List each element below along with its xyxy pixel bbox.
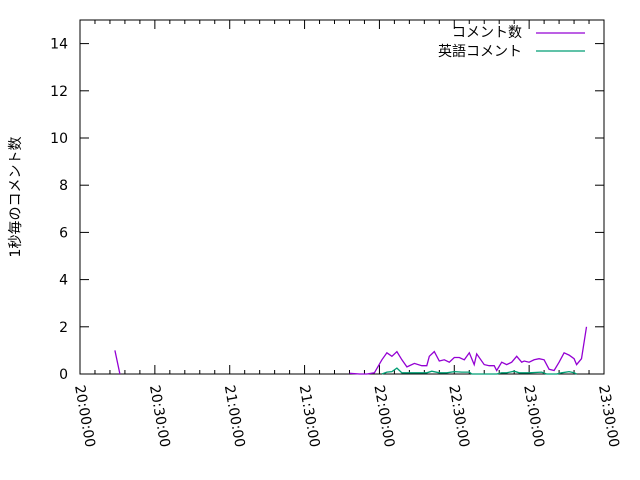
x-tick-label: 20:00:00 <box>71 384 98 449</box>
y-tick-label: 2 <box>59 320 68 336</box>
x-tick-label: 21:00:00 <box>221 384 248 449</box>
x-tick-label: 20:30:00 <box>146 384 173 449</box>
y-tick-label: 8 <box>59 178 68 194</box>
x-tick-label: 22:30:00 <box>445 384 472 449</box>
x-tick-label: 23:00:00 <box>520 384 547 449</box>
y-tick-label: 4 <box>59 273 68 289</box>
series-line-0 <box>114 326 588 375</box>
legend-label-1: 英語コメント <box>438 43 522 60</box>
y-tick-label: 14 <box>50 37 68 53</box>
series-line-1 <box>381 367 577 375</box>
y-tick-label: 6 <box>59 225 68 241</box>
legend: コメント数 英語コメント <box>438 25 585 60</box>
legend-label-0: コメント数 <box>452 25 522 41</box>
y-tick-label: 12 <box>50 84 68 100</box>
x-tick-label: 23:30:00 <box>595 384 622 449</box>
x-tick-label: 21:30:00 <box>296 384 323 449</box>
y-tick-label: 10 <box>50 131 68 147</box>
y-axis-label: 1秒毎のコメント数 <box>8 137 24 258</box>
y-tick-label: 0 <box>59 367 68 383</box>
x-tick-label: 22:00:00 <box>370 384 397 449</box>
plot-frame <box>79 19 605 375</box>
